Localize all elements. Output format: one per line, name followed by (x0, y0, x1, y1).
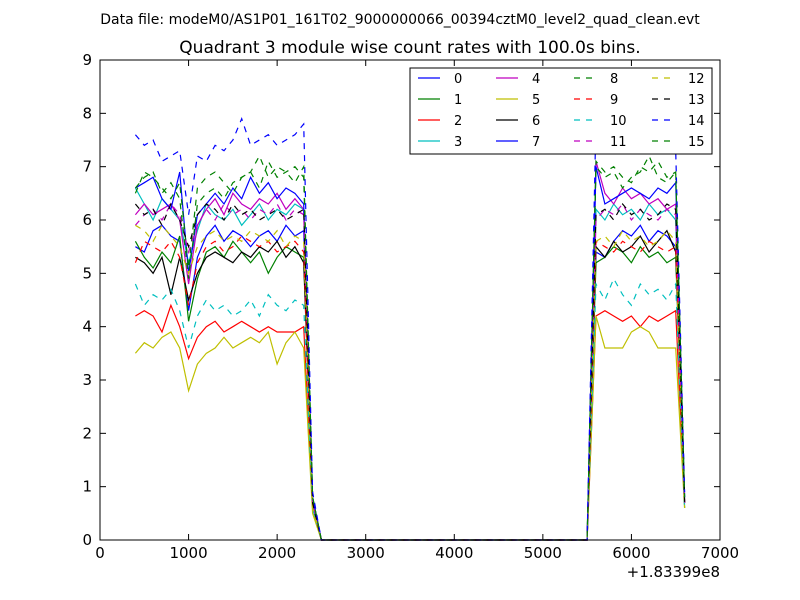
legend-label-11: 11 (610, 135, 627, 150)
legend-box (409, 67, 713, 155)
y-tick-label: 7 (82, 158, 92, 176)
y-tick-label: 5 (82, 264, 92, 282)
x-tick-label: 5000 (524, 544, 562, 562)
series-line-15 (134, 159, 686, 541)
x-axis-offset-label: +1.83399e8 (627, 563, 720, 581)
y-tick-label: 0 (82, 531, 92, 549)
series-line-5 (134, 315, 686, 541)
legend-label-13: 13 (688, 93, 705, 108)
legend-label-7: 7 (532, 135, 540, 150)
legend-label-4: 4 (532, 72, 540, 87)
series-line-0 (135, 224, 686, 541)
legend-label-9: 9 (610, 93, 618, 108)
plot-area-frame (99, 59, 721, 541)
legend-label-12: 12 (688, 72, 705, 87)
chart-title: Quadrant 3 module wise count rates with … (179, 38, 640, 58)
figure-suptitle: Data file: modeM0/AS1P01_161T02_90000000… (100, 12, 700, 28)
series-line-8 (134, 154, 686, 541)
series-line-4 (134, 161, 686, 541)
x-tick-label: 6000 (612, 544, 650, 562)
x-tick-label: 4000 (435, 544, 473, 562)
y-tick-label: 2 (82, 424, 92, 442)
legend-label-15: 15 (688, 135, 705, 150)
y-tick-label: 3 (82, 371, 92, 389)
x-tick-label: 3000 (347, 544, 385, 562)
y-tick-label: 4 (82, 318, 92, 336)
x-tick-label: 2000 (258, 544, 296, 562)
series-line-1 (134, 235, 686, 541)
legend-label-2: 2 (454, 114, 462, 129)
legend-label-3: 3 (454, 135, 462, 150)
x-tick-label: 0 (95, 544, 105, 562)
y-tick-label: 9 (82, 51, 92, 69)
legend-label-14: 14 (688, 114, 705, 129)
legend-label-0: 0 (454, 72, 462, 87)
y-tick-label: 6 (82, 211, 92, 229)
plot-lines (134, 112, 686, 541)
legend-label-1: 1 (454, 93, 462, 108)
series-line-13 (134, 202, 686, 541)
series-line-6 (135, 229, 686, 541)
series-line-10 (134, 277, 686, 541)
y-tick-label: 1 (82, 478, 92, 496)
legend-label-10: 10 (610, 114, 627, 129)
legend-label-6: 6 (532, 114, 540, 129)
series-line-3 (134, 187, 686, 541)
legend-label-5: 5 (532, 93, 540, 108)
x-tick-label: 1000 (169, 544, 207, 562)
legend-label-8: 8 (610, 72, 618, 87)
series-line-14 (134, 112, 686, 541)
series-line-12 (135, 224, 686, 541)
series-line-7 (135, 166, 686, 541)
x-tick-label: 7000 (701, 544, 739, 562)
y-tick-label: 8 (82, 104, 92, 122)
series-line-9 (134, 235, 686, 541)
